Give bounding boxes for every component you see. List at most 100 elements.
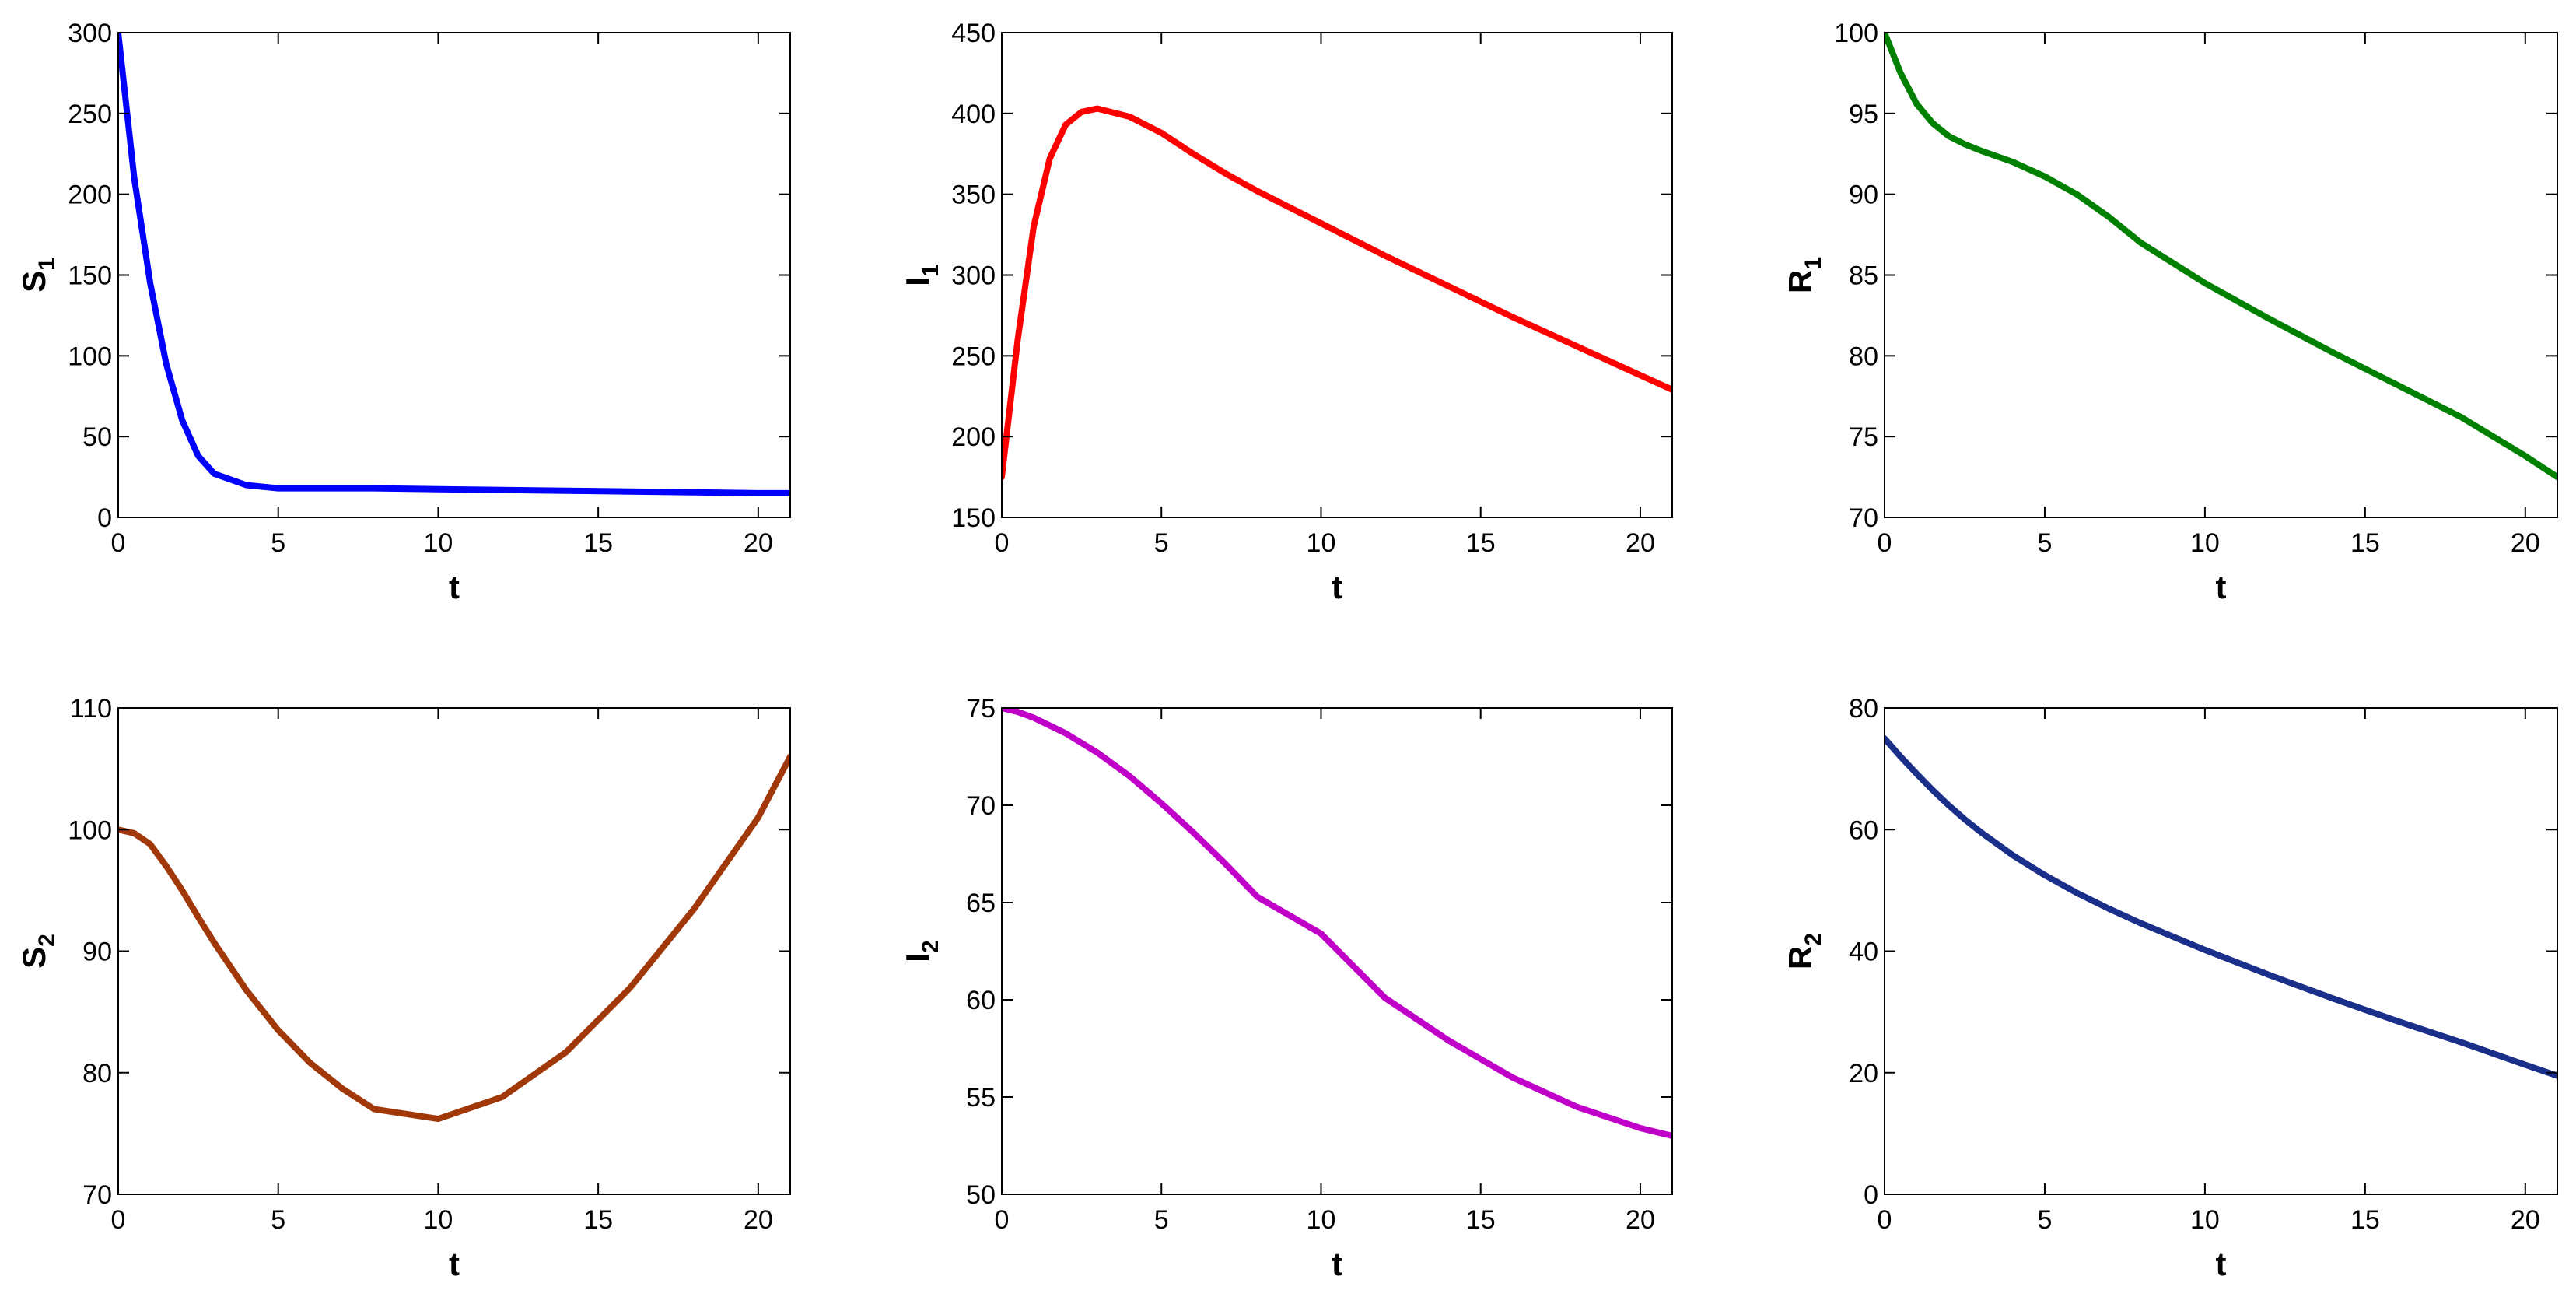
y-axis-label-subscript: 2 [1801,933,1826,946]
y-tick-label: 75 [966,694,996,724]
axes-box [1001,32,1673,518]
y-tick-label: 90 [82,938,112,967]
x-axis-label: t [449,1246,460,1282]
x-tick-label: 15 [1466,528,1496,558]
y-axis-label: R1 [1782,257,1826,293]
y-axis-label-subscript: 2 [34,934,60,947]
x-tick-label: 15 [2350,528,2380,558]
y-tick-label: 150 [951,503,996,533]
y-axis-label-main: S [16,947,52,969]
data-line [1002,105,1672,481]
x-tick-label: 15 [583,1205,613,1235]
y-tick-label: 300 [68,19,112,48]
y-axis-label-main: S [16,271,52,293]
subplot: 0 5 10 15 20 50 55 60 65 70 75 t I2 [899,694,1673,1282]
subplot: 0 5 10 15 20 70 75 80 85 90 95 100 t R1 [1782,19,2558,605]
y-axis-label: S1 [16,258,60,293]
y-tick-label: 50 [966,1180,996,1210]
y-axis-label: S2 [16,934,60,969]
subplot: 0 5 10 15 20 70 80 90 100 110 t S2 [16,694,791,1282]
x-tick-label: 0 [1878,1205,1892,1235]
data-line [1885,735,2557,1079]
y-tick-label: 60 [966,986,996,1015]
x-tick-label: 0 [111,1205,126,1235]
x-axis-label: t [1332,569,1342,605]
y-axis-label-main: I [899,277,936,286]
subplot: 0 5 10 15 20 150 200 250 300 350 400 450 t I1 [899,19,1673,605]
x-tick-label: 10 [424,1205,453,1235]
y-tick-label: 110 [70,694,112,724]
x-tick-label: 5 [2037,1205,2052,1235]
y-tick-label: 95 [1849,100,1878,129]
y-tick-label: 200 [951,422,996,452]
subplot: 0 5 10 15 20 0 20 40 60 80 t R2 [1782,694,2558,1282]
y-tick-label: 100 [1834,19,1878,48]
y-tick-label: 150 [68,261,112,291]
y-tick-label: 450 [951,19,996,48]
y-tick-label: 0 [97,503,112,533]
x-tick-label: 0 [995,528,1010,558]
y-tick-label: 90 [1849,181,1878,210]
y-tick-label: 85 [1849,261,1878,291]
x-tick-label: 20 [2511,528,2540,558]
plot-area [1885,735,2557,1079]
y-axis-label-main: R [1782,946,1818,969]
x-tick-label: 10 [2190,1205,2220,1235]
x-tick-label: 15 [583,528,613,558]
y-axis-label-main: R [1782,270,1818,293]
x-tick-label: 20 [744,1205,773,1235]
y-tick-label: 300 [951,261,996,291]
plot-area [1002,708,1672,1139]
x-tick-label: 20 [1626,1205,1655,1235]
y-tick-label: 250 [951,342,996,371]
y-tick-label: 60 [1849,815,1878,845]
y-tick-label: 55 [966,1083,996,1113]
y-tick-label: 200 [68,181,112,210]
x-tick-label: 20 [2511,1205,2540,1235]
x-tick-label: 20 [1626,528,1655,558]
x-tick-label: 15 [1466,1205,1496,1235]
x-axis-label: t [2216,1246,2227,1282]
x-axis-label: t [1332,1246,1342,1282]
x-tick-label: 10 [424,528,453,558]
x-tick-label: 15 [2350,1205,2380,1235]
x-tick-label: 0 [995,1205,1010,1235]
x-tick-label: 5 [271,528,285,558]
axes-box [1884,707,2558,1195]
x-tick-label: 5 [2037,528,2052,558]
x-axis-label: t [2216,569,2227,605]
y-tick-label: 80 [82,1059,112,1088]
y-tick-label: 65 [966,889,996,918]
y-tick-label: 400 [951,100,996,129]
y-tick-label: 350 [951,181,996,210]
data-line [118,33,790,496]
y-tick-label: 100 [68,342,112,371]
x-tick-label: 5 [1154,1205,1169,1235]
y-axis-label-subscript: 1 [1801,257,1826,270]
x-tick-label: 5 [1154,528,1169,558]
y-axis-label: I2 [899,940,943,962]
y-axis-label-main: I [899,953,936,962]
x-tick-label: 0 [1878,528,1892,558]
y-tick-label: 70 [966,791,996,821]
y-tick-label: 0 [1864,1180,1878,1210]
y-axis-label-subscript: 1 [918,264,943,277]
y-tick-label: 20 [1849,1059,1878,1088]
x-tick-label: 0 [111,528,126,558]
x-tick-label: 20 [744,528,773,558]
y-tick-label: 80 [1849,694,1878,724]
x-tick-label: 5 [271,1205,285,1235]
y-tick-label: 80 [1849,342,1878,371]
x-tick-label: 10 [1307,1205,1336,1235]
x-tick-label: 10 [2190,528,2220,558]
data-line [118,753,790,1123]
y-tick-label: 250 [68,100,112,129]
x-tick-label: 10 [1307,528,1336,558]
y-axis-label-subscript: 2 [918,940,943,953]
plot-area [118,753,790,1123]
axes-box [1001,707,1673,1195]
plot-area [1002,105,1672,481]
